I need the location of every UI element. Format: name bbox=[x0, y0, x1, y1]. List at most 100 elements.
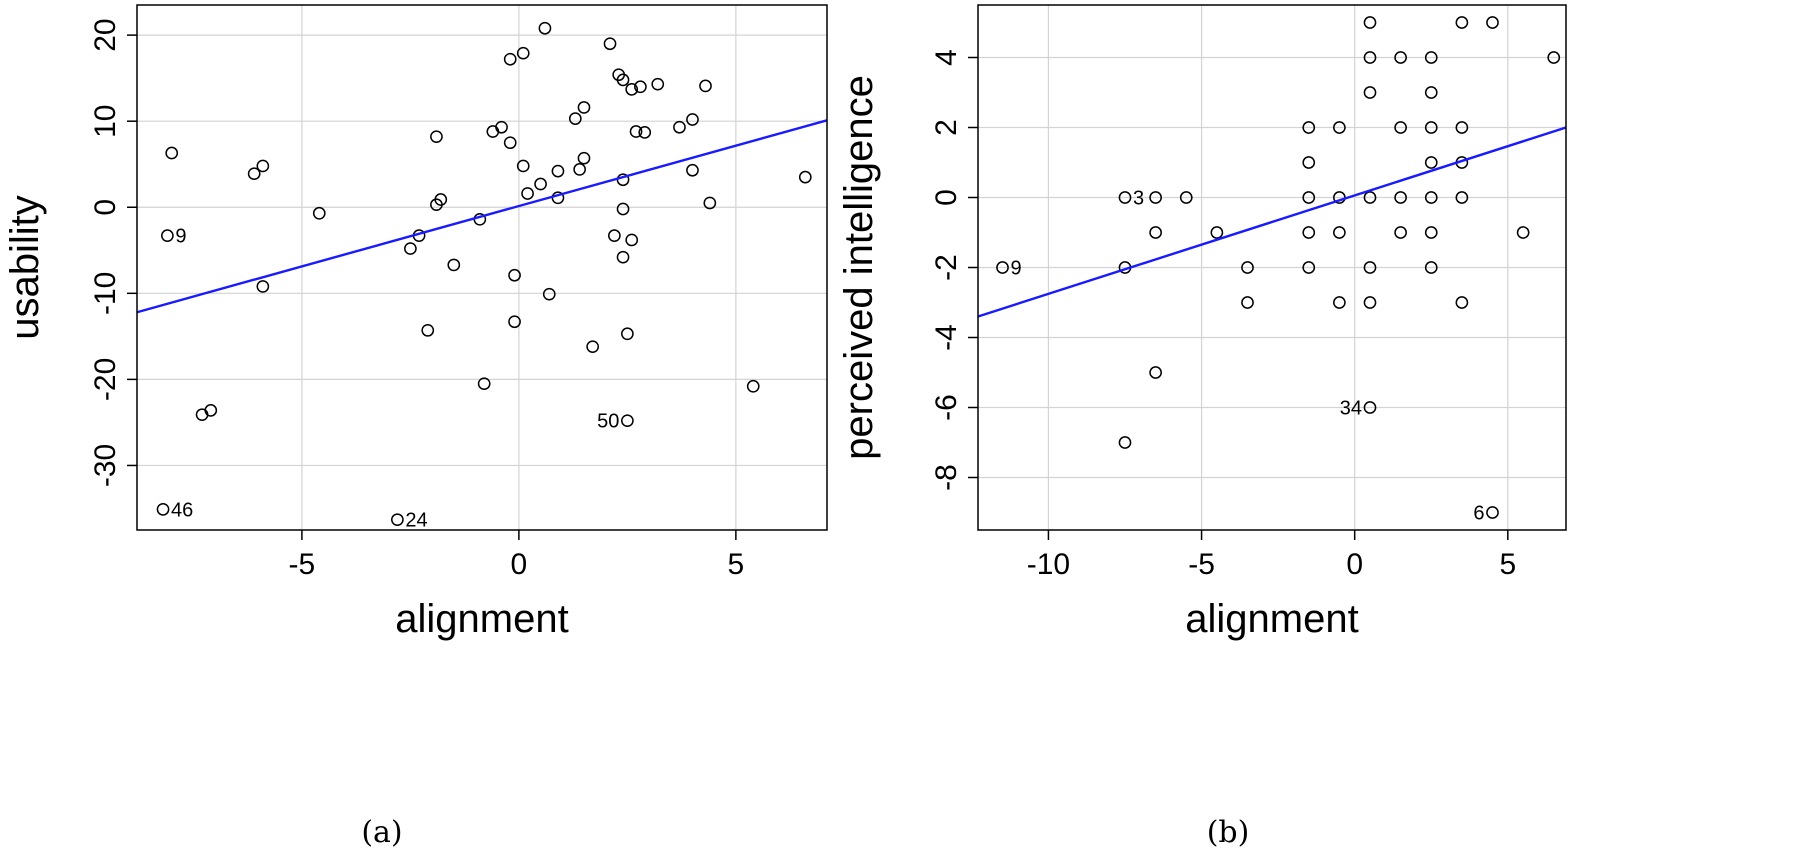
data-point bbox=[534, 177, 547, 191]
data-point bbox=[699, 79, 712, 93]
data-point bbox=[521, 187, 534, 200]
data-point bbox=[477, 377, 491, 391]
data-point bbox=[503, 136, 517, 150]
y-tick-label: -8 bbox=[930, 464, 963, 491]
data-point bbox=[542, 287, 556, 301]
data-point bbox=[1302, 226, 1316, 239]
data-point bbox=[1241, 296, 1254, 309]
x-tick-label: -10 bbox=[1027, 548, 1070, 581]
data-point bbox=[495, 120, 508, 134]
data-point bbox=[1455, 121, 1469, 134]
point-label: 50 bbox=[597, 411, 619, 433]
data-point bbox=[447, 258, 461, 272]
data-point bbox=[1302, 121, 1316, 134]
y-tick-label: 4 bbox=[930, 49, 963, 66]
labeled-data-point bbox=[391, 513, 404, 527]
data-point bbox=[1302, 156, 1316, 169]
data-point bbox=[1363, 51, 1377, 64]
data-point bbox=[621, 327, 634, 341]
data-point bbox=[625, 82, 639, 96]
data-point bbox=[1363, 16, 1377, 29]
data-point bbox=[1424, 261, 1438, 274]
data-point bbox=[256, 159, 270, 173]
data-point bbox=[256, 280, 270, 293]
data-point bbox=[1333, 226, 1346, 239]
data-point bbox=[1149, 226, 1162, 239]
data-point bbox=[404, 242, 417, 255]
panel-a: 9 46 24 50 -5 0 5 20 10 0 -10 -20 -30 alignment usabil… bbox=[3, 4, 828, 850]
data-point bbox=[577, 101, 591, 114]
x-tick-label: -5 bbox=[1188, 548, 1215, 581]
data-point bbox=[629, 125, 643, 138]
labeled-data-point bbox=[161, 229, 174, 243]
data-point bbox=[434, 193, 448, 206]
data-point bbox=[603, 37, 617, 51]
point-label: 3 bbox=[1133, 188, 1144, 210]
data-point bbox=[508, 315, 521, 329]
data-point bbox=[577, 151, 591, 165]
data-point bbox=[1394, 121, 1407, 134]
data-point bbox=[165, 146, 179, 160]
data-point bbox=[516, 46, 530, 60]
data-point bbox=[746, 379, 760, 393]
data-point bbox=[573, 163, 586, 176]
data-point bbox=[1333, 121, 1346, 134]
data-point bbox=[1149, 366, 1162, 379]
data-point bbox=[1179, 191, 1193, 204]
data-point bbox=[551, 164, 565, 178]
data-point bbox=[312, 206, 326, 220]
x-axis-title: alignment bbox=[1185, 597, 1358, 641]
y-tick-label: -4 bbox=[930, 324, 963, 351]
y-tick-label: -10 bbox=[89, 272, 122, 315]
labeled-data-point bbox=[996, 261, 1009, 274]
x-tick-label: -5 bbox=[289, 548, 316, 581]
data-point bbox=[1455, 296, 1469, 309]
data-point bbox=[1394, 226, 1407, 239]
data-point bbox=[508, 268, 521, 282]
data-point bbox=[1363, 296, 1377, 309]
data-point bbox=[673, 120, 686, 134]
labeled-data-point bbox=[1363, 401, 1377, 414]
point-label: 9 bbox=[175, 226, 186, 248]
y-tick-label: 2 bbox=[930, 119, 963, 136]
y-tick-label: 20 bbox=[89, 18, 122, 51]
y-tick-label: -6 bbox=[930, 394, 963, 421]
labeled-data-point bbox=[1486, 506, 1499, 519]
data-point bbox=[195, 408, 209, 422]
data-point bbox=[503, 52, 517, 66]
labeled-data-point bbox=[156, 502, 170, 516]
data-point bbox=[686, 163, 699, 177]
data-point bbox=[538, 21, 552, 35]
data-point bbox=[1241, 261, 1254, 274]
data-point bbox=[625, 233, 639, 247]
data-point bbox=[1118, 436, 1132, 449]
data-point bbox=[1363, 86, 1377, 99]
data-point bbox=[1424, 156, 1438, 169]
data-point bbox=[1302, 261, 1316, 274]
x-tick-label: 5 bbox=[1499, 548, 1516, 581]
y-tick-label: -2 bbox=[930, 254, 963, 281]
data-point bbox=[1547, 51, 1561, 64]
data-point bbox=[1424, 191, 1438, 204]
panel-caption: (b) bbox=[1207, 815, 1250, 850]
data-point bbox=[1210, 226, 1224, 239]
data-point bbox=[1302, 191, 1316, 204]
y-tick-label: 0 bbox=[89, 199, 122, 216]
data-point bbox=[430, 130, 443, 144]
data-point bbox=[616, 202, 630, 216]
y-tick-label: -20 bbox=[89, 358, 122, 401]
y-tick-label: -30 bbox=[89, 444, 122, 487]
data-point bbox=[616, 73, 630, 87]
data-point bbox=[651, 77, 665, 91]
data-point bbox=[204, 404, 218, 417]
y-tick-label: 10 bbox=[89, 105, 122, 138]
data-point bbox=[486, 125, 500, 138]
data-point bbox=[686, 113, 699, 126]
data-point bbox=[247, 167, 261, 181]
data-point bbox=[568, 112, 582, 125]
regression-line bbox=[977, 126, 1567, 318]
data-point bbox=[516, 159, 530, 173]
x-tick-label: 0 bbox=[1346, 548, 1363, 581]
data-point bbox=[616, 250, 630, 264]
